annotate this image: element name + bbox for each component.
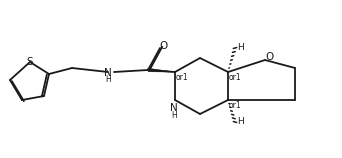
Text: H: H [237, 43, 244, 52]
Polygon shape [148, 68, 175, 72]
Text: O: O [160, 41, 168, 51]
Text: N: N [104, 68, 112, 78]
Text: or1: or1 [229, 73, 241, 82]
Text: S: S [27, 57, 33, 67]
Text: or1: or1 [176, 73, 188, 82]
Text: N: N [170, 103, 178, 113]
Text: O: O [266, 52, 274, 62]
Text: H: H [237, 118, 244, 127]
Text: H: H [171, 110, 177, 119]
Text: or1: or1 [229, 101, 241, 110]
Text: H: H [105, 76, 111, 85]
